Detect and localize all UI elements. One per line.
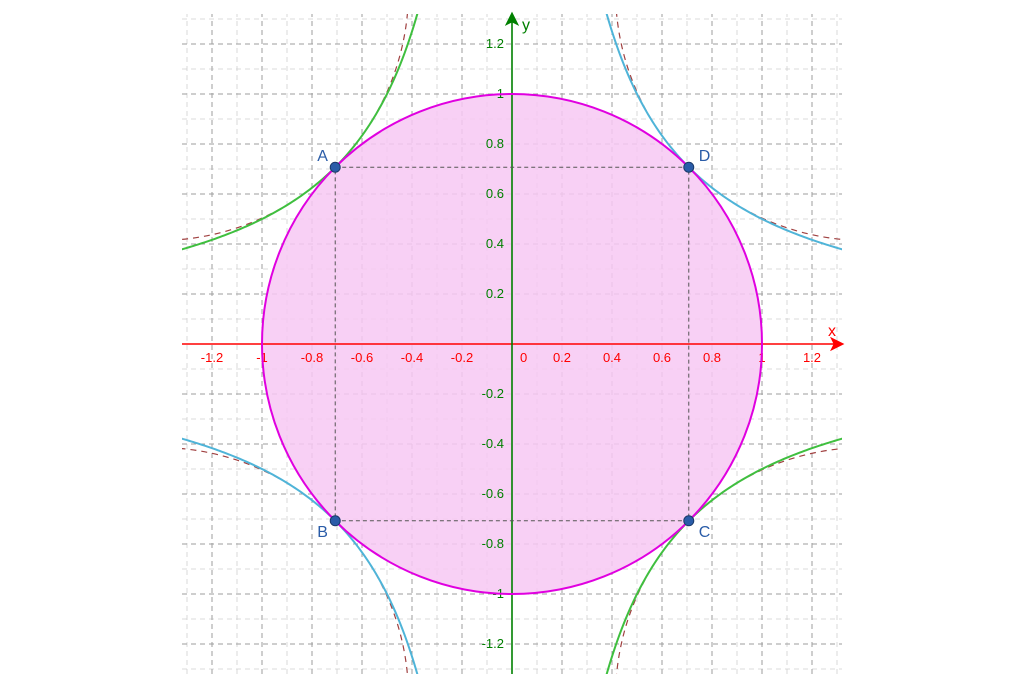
point-B xyxy=(330,516,340,526)
x-tick-label: -0.2 xyxy=(451,350,473,365)
point-label-C: C xyxy=(699,524,711,541)
x-tick-label: 1.2 xyxy=(803,350,821,365)
x-axis-label: x xyxy=(828,323,836,340)
x-tick-label: -0.4 xyxy=(401,350,423,365)
y-tick-label: -0.4 xyxy=(482,436,504,451)
x-tick-label: 0.8 xyxy=(703,350,721,365)
x-tick-label: -0.8 xyxy=(301,350,323,365)
y-tick-label: 0.8 xyxy=(486,136,504,151)
x-tick-label: 0.4 xyxy=(603,350,621,365)
x-tick-label: 0.6 xyxy=(653,350,671,365)
y-tick-label: 0.4 xyxy=(486,236,504,251)
point-label-B: B xyxy=(317,524,328,541)
point-label-D: D xyxy=(699,148,711,165)
y-tick-label: -0.2 xyxy=(482,386,504,401)
y-tick-label: 0.2 xyxy=(486,286,504,301)
point-C xyxy=(684,516,694,526)
y-tick-label: -0.8 xyxy=(482,536,504,551)
y-tick-label: -1.2 xyxy=(482,636,504,651)
y-axis-label: y xyxy=(522,17,530,34)
point-A xyxy=(330,162,340,172)
x-tick-label: -1.2 xyxy=(201,350,223,365)
x-tick-label: -0.6 xyxy=(351,350,373,365)
y-tick-label: 1.2 xyxy=(486,36,504,51)
y-tick-label: 0.6 xyxy=(486,186,504,201)
x-tick-label: 0.2 xyxy=(553,350,571,365)
origin-label: 0 xyxy=(520,350,527,365)
math-plot: -1.2-1-0.8-0.6-0.4-0.20.20.40.60.811.2-1… xyxy=(0,0,1024,687)
point-label-A: A xyxy=(317,148,328,165)
point-D xyxy=(684,162,694,172)
y-tick-label: -0.6 xyxy=(482,486,504,501)
